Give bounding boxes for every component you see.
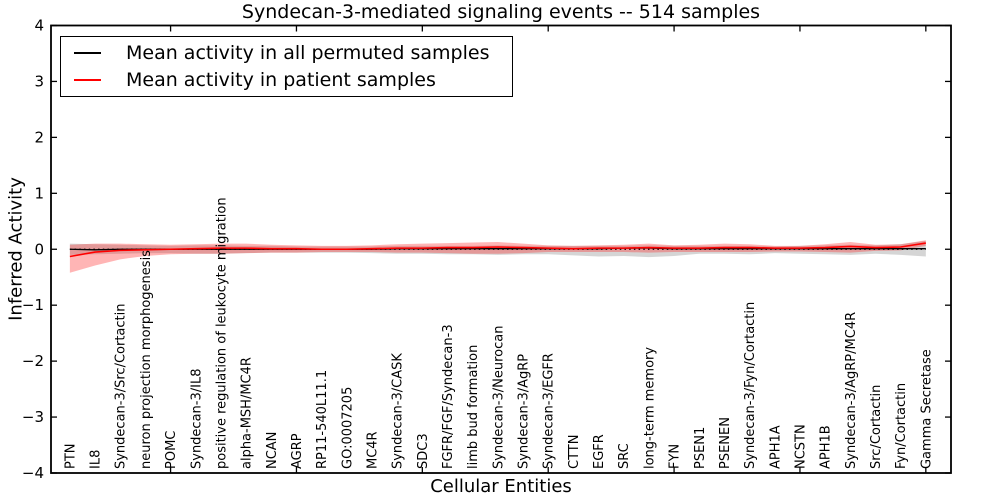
patient-mean-line [69,242,926,258]
x-category-label: neuron projection morphogenesis [139,250,154,469]
x-category-label: Syndecan-3/Fyn/Cortactin [743,302,758,469]
y-tick-label: 3 [34,72,44,90]
y-tick-label: 0 [34,240,44,258]
legend-line-swatch [74,79,101,81]
x-category-label: FYN [668,444,683,469]
x-category-label: AGRP [290,433,305,469]
x-category-label: NCSTN [793,424,808,469]
x-category-label: Syndecan-3/Src/Cortactin [114,303,129,469]
x-category-label: FGFR/FGF/Syndecan-3 [441,324,456,469]
y-tick-label: 4 [34,17,44,35]
x-category-label: NCAN [265,432,280,469]
y-tick-label: 1 [34,184,44,202]
patient-band [69,240,926,273]
x-category-label: APH1B [819,425,834,469]
x-category-label: APH1A [768,425,783,469]
x-category-label: PSENEN [718,417,733,469]
x-category-label: alpha-MSH/MC4R [240,357,255,469]
legend-entry-label: Mean activity in patient samples [126,69,436,91]
x-category-label: Syndecan-3/CASK [391,353,406,469]
x-category-label: Syndecan-3/IL8 [189,369,204,469]
y-tick-label: −3 [22,408,44,426]
x-category-label: Fyn/Cortactin [894,383,909,469]
x-category-label: GO:0007205 [340,387,355,469]
x-category-label: SRC [617,443,632,469]
x-category-label: Gamma Secretase [919,349,934,469]
x-category-label: MC4R [365,431,380,469]
x-category-label: limb bud formation [466,345,481,469]
y-tick-label: −1 [22,296,44,314]
x-category-label: positive regulation of leukocyte migrati… [214,197,229,469]
x-category-label: Syndecan-3/EGFR [542,353,557,469]
x-category-label: Syndecan-3/AgRP/MC4R [844,312,859,469]
x-category-label: CTTN [567,435,582,469]
x-category-label: PTN [63,443,78,469]
x-category-label: IL8 [89,450,104,469]
y-tick-label: −2 [22,352,44,370]
y-tick-label: −4 [22,464,44,482]
x-category-label: SDC3 [416,433,431,469]
chart-title: Syndecan-3-mediated signaling events -- … [241,1,761,23]
y-tick-label: 2 [34,128,44,146]
x-axis-label: Cellular Entities [430,476,572,497]
legend-entry: Mean activity in patient samples [74,69,512,91]
x-category-label: Syndecan-3/Neurocan [491,326,506,469]
legend-entry-label: Mean activity in all permuted samples [126,42,490,64]
legend-entry: Mean activity in all permuted samples [74,42,512,64]
x-category-label: Syndecan-3/AgRP [517,354,532,469]
x-category-label: EGFR [592,434,607,469]
legend-line-swatch [74,52,101,54]
x-category-label: POMC [164,431,179,469]
x-category-label: RP11-540L11.1 [315,370,330,469]
x-category-label: Src/Cortactin [869,385,884,469]
x-category-label: long-term memory [642,347,657,469]
x-category-label: PSEN1 [693,427,708,469]
legend: Mean activity in all permuted samples Mea… [60,36,513,97]
